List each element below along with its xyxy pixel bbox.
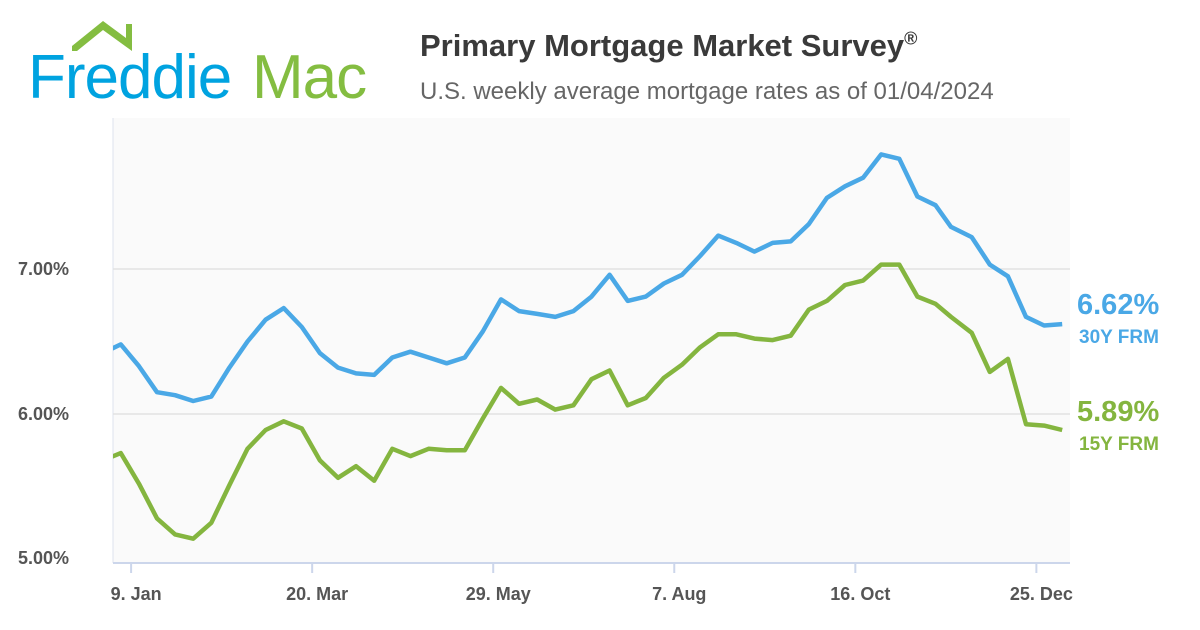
x-tick-label: 9. Jan [111,584,162,604]
svg-text:Freddie: Freddie [28,43,231,103]
series-line-15y-frm [113,262,1063,541]
latest-value-label: 6.62% [1077,289,1159,321]
x-tick-label: 7. Aug [652,584,706,604]
chart-title: Primary Mortgage Market Survey® [420,28,918,63]
series-line-30y-frm [113,152,1063,404]
y-tick-label: 7.00% [18,259,69,279]
x-tick-label: 16. Oct [830,584,890,604]
x-tick-label: 20. Mar [286,584,348,604]
series-label: 15Y FRM [1079,434,1159,455]
y-tick-label: 6.00% [18,404,69,424]
plot-area [113,118,1070,563]
latest-value-label: 5.89% [1077,396,1159,428]
series-label: 30Y FRM [1079,327,1159,348]
chart-subtitle: U.S. weekly average mortgage rates as of… [420,78,994,105]
x-tick-label: 25. Dec [1010,584,1073,604]
house-roof-icon [72,21,132,51]
freddie-mac-logo: Freddie Mac [28,21,367,103]
y-tick-label: 5.00% [18,548,69,568]
svg-text:Mac: Mac [252,43,366,103]
x-tick-label: 29. May [466,584,531,604]
